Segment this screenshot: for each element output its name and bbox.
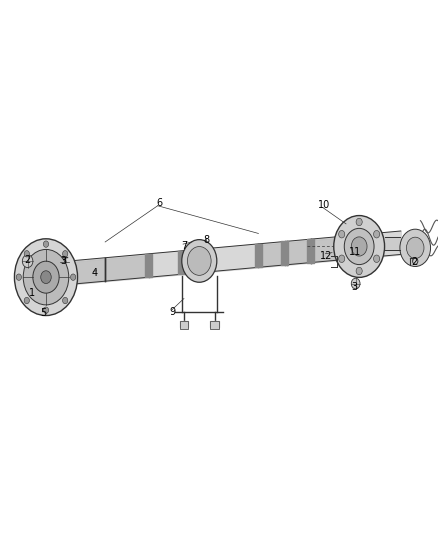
Circle shape <box>356 218 362 225</box>
Circle shape <box>22 255 33 268</box>
Circle shape <box>14 239 78 316</box>
Circle shape <box>24 297 29 304</box>
Circle shape <box>33 261 59 293</box>
FancyBboxPatch shape <box>210 321 219 329</box>
Text: 2: 2 <box>24 255 30 265</box>
Circle shape <box>374 230 380 238</box>
Circle shape <box>351 237 367 256</box>
Circle shape <box>400 229 431 266</box>
Circle shape <box>356 267 362 274</box>
Text: 10: 10 <box>318 200 330 210</box>
Circle shape <box>406 237 424 259</box>
Circle shape <box>16 274 21 280</box>
Circle shape <box>41 271 51 284</box>
Circle shape <box>334 215 385 277</box>
Text: 3: 3 <box>352 282 358 292</box>
Circle shape <box>351 278 360 289</box>
Circle shape <box>344 228 374 264</box>
FancyBboxPatch shape <box>180 321 188 329</box>
Text: 6: 6 <box>157 198 163 207</box>
Circle shape <box>63 251 68 257</box>
Text: 3: 3 <box>60 256 67 266</box>
Text: 9: 9 <box>169 307 175 317</box>
Text: 4: 4 <box>91 268 97 278</box>
Text: 11: 11 <box>349 247 361 256</box>
Circle shape <box>71 274 76 280</box>
Circle shape <box>43 241 49 247</box>
Circle shape <box>374 255 380 262</box>
Circle shape <box>23 249 69 305</box>
Text: 2: 2 <box>411 257 417 267</box>
Circle shape <box>63 297 68 304</box>
Circle shape <box>24 251 29 257</box>
Circle shape <box>187 247 211 276</box>
Circle shape <box>182 240 217 282</box>
Circle shape <box>339 230 345 238</box>
Text: 8: 8 <box>204 235 210 245</box>
Circle shape <box>43 307 49 313</box>
Text: 12: 12 <box>320 251 332 261</box>
Text: 5: 5 <box>41 309 47 318</box>
Circle shape <box>339 255 345 262</box>
Text: 1: 1 <box>28 288 35 298</box>
Text: 7: 7 <box>181 241 187 251</box>
